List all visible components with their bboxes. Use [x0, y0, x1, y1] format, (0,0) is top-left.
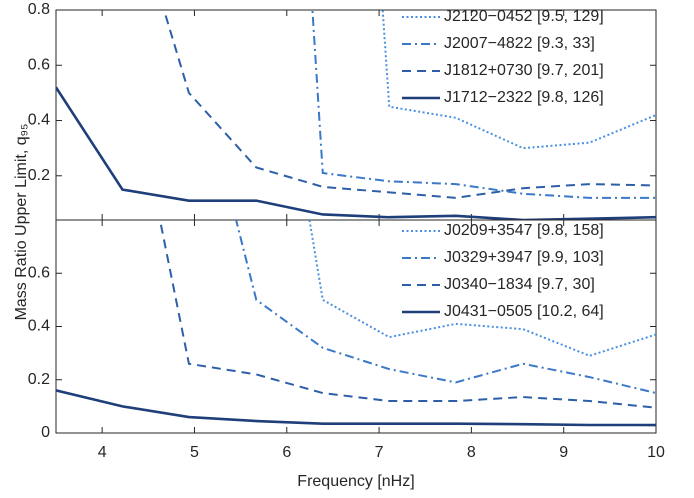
x-tick-label: 4 — [98, 444, 107, 461]
y-tick-label: 0 — [41, 424, 50, 441]
series-line — [56, 389, 656, 427]
legend-label: J2007−4822 [9.3, 33] — [444, 35, 595, 52]
legend-label: J0329+3947 [9.9, 103] — [444, 249, 604, 266]
legend-label: J1712−2322 [9.8, 126] — [444, 89, 604, 106]
series-group — [56, 10, 656, 220]
series-line — [381, 10, 656, 150]
series-line — [56, 86, 656, 220]
series-line — [235, 220, 656, 395]
y-axis-label: Mass Ratio Upper Limit, q₉₅ — [13, 124, 30, 321]
y-tick-label: 0.6 — [28, 264, 50, 281]
series-line — [162, 10, 656, 199]
y-tick-label: 0.2 — [28, 371, 50, 388]
y-tick-label: 0.4 — [28, 318, 50, 335]
series-line — [311, 10, 656, 199]
legend-label: J1812+0730 [9.7, 201] — [444, 62, 604, 79]
x-tick-label: 7 — [375, 444, 384, 461]
x-axis-label: Frequency [nHz] — [297, 473, 414, 490]
y-tick-label: 0.4 — [28, 112, 50, 129]
legend-label: J0209+3547 [9.8, 158] — [444, 222, 604, 239]
x-tick-label: 6 — [282, 444, 291, 461]
y-tick-label: 0.6 — [28, 56, 50, 73]
x-tick-label: 8 — [467, 444, 476, 461]
legend-label: J2120−0452 [9.5, 129] — [444, 8, 604, 25]
x-tick-label: 9 — [559, 444, 568, 461]
legend-label: J0340−1834 [9.7, 30] — [444, 276, 595, 293]
series-line — [158, 220, 656, 409]
y-tick-label: 0.2 — [28, 167, 50, 184]
y-tick-label: 0.8 — [28, 1, 50, 18]
legend-label: J0431−0505 [10.2, 64] — [444, 303, 604, 320]
x-tick-label: 10 — [647, 444, 665, 461]
series-group — [56, 220, 656, 427]
x-tick-label: 5 — [190, 444, 199, 461]
